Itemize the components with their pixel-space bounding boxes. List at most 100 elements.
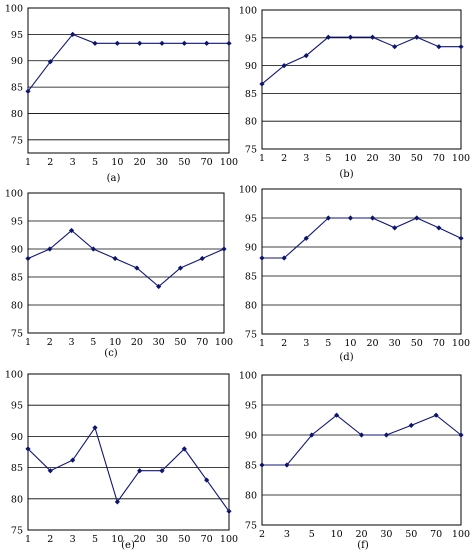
data-point: [281, 63, 287, 69]
x-tick-label: 5: [92, 157, 98, 168]
data-point: [392, 44, 398, 50]
x-tick-label: 5: [309, 529, 315, 540]
y-tick-label: 80: [245, 491, 257, 502]
y-tick-label: 80: [245, 117, 257, 128]
panel-caption: (a): [107, 173, 121, 184]
x-tick-label: 70: [433, 338, 445, 349]
x-tick-label: 2: [47, 337, 53, 348]
y-tick-label: 90: [245, 431, 257, 442]
data-point: [436, 44, 442, 50]
data-point: [325, 215, 331, 221]
data-point: [177, 265, 184, 271]
y-tick-label: 85: [11, 463, 23, 474]
series-line: [27, 426, 230, 512]
y-tick-label: 85: [245, 89, 257, 100]
y-tick-label: 100: [5, 189, 23, 200]
x-tick-label: 70: [433, 153, 445, 164]
x-tick-label: 50: [178, 157, 190, 168]
data-point: [369, 34, 376, 40]
data-point: [458, 235, 464, 241]
y-tick-label: 85: [245, 272, 257, 283]
y-tick-label: 80: [11, 301, 23, 312]
x-tick-label: 100: [452, 529, 470, 540]
y-tick-label: 75: [245, 145, 257, 156]
y-tick-label: 75: [245, 521, 257, 532]
chart-panel-5: 75 80 85 90 95 100 1 2 3 5 10 20 30 50 70 100 (e): [5, 370, 238, 552]
x-tick-label: 50: [405, 529, 417, 540]
data-point: [383, 432, 389, 438]
x-tick-label: 100: [220, 534, 238, 545]
x-tick-label: 10: [111, 534, 123, 545]
x-tick-label: 70: [201, 157, 213, 168]
panel-caption: (f): [357, 540, 369, 551]
x-tick-label: 50: [411, 153, 423, 164]
x-tick-label: 50: [178, 534, 190, 545]
data-point: [334, 412, 340, 418]
data-point: [204, 40, 210, 46]
data-point: [259, 81, 265, 87]
y-tick-label: 95: [11, 30, 23, 41]
data-point: [92, 425, 98, 431]
y-tick-label: 75: [11, 526, 23, 537]
data-point: [181, 40, 187, 46]
chart-panel-3: 75 80 85 90 95 100 1 2 3 5 10 20 30 50 70 100 (c): [5, 189, 233, 360]
x-tick-label: 5: [90, 337, 96, 348]
x-tick-label: 20: [367, 153, 379, 164]
x-tick-label: 100: [452, 153, 470, 164]
y-tick-label: 100: [5, 370, 23, 381]
data-point: [303, 235, 309, 241]
x-tick-label: 70: [430, 529, 442, 540]
x-tick-label: 5: [325, 338, 331, 349]
data-point: [159, 40, 165, 46]
x-tick-label: 20: [367, 338, 379, 349]
data-point: [156, 283, 162, 290]
data-point: [259, 255, 265, 261]
y-tick-label: 95: [245, 401, 257, 412]
data-point: [303, 52, 309, 59]
x-tick-label: 2: [259, 529, 265, 540]
data-point: [137, 468, 143, 474]
data-point: [47, 246, 53, 252]
x-tick-label: 2: [281, 338, 287, 349]
data-point: [112, 255, 118, 262]
data-point: [70, 457, 76, 463]
x-tick-label: 70: [201, 534, 213, 545]
x-tick-label: 50: [411, 338, 423, 349]
data-point: [114, 499, 120, 505]
chart-panel-4: 75 80 85 90 95 100 1 2 3 5 10 20 30 50 70 100 (d): [239, 185, 470, 364]
data-point: [25, 446, 31, 452]
panel-caption: (c): [104, 348, 118, 359]
data-point: [181, 446, 187, 452]
chart-panel-1: 75 80 85 90 95 100 1 2 3 5 10 20 30 50 70 100 (a): [5, 4, 238, 185]
y-tick-label: 90: [11, 245, 23, 256]
data-point: [259, 462, 265, 468]
data-point: [347, 215, 354, 221]
x-tick-label: 20: [134, 534, 146, 545]
data-point: [347, 34, 354, 40]
y-tick-label: 100: [239, 185, 257, 196]
x-tick-label: 1: [259, 153, 265, 164]
x-tick-label: 10: [109, 337, 121, 348]
x-tick-label: 2: [47, 157, 53, 168]
x-tick-label: 1: [25, 337, 31, 348]
x-tick-label: 30: [389, 153, 401, 164]
x-tick-label: 70: [196, 337, 208, 348]
y-tick-label: 80: [11, 109, 23, 120]
data-point: [458, 432, 464, 438]
x-tick-label: 20: [131, 337, 143, 348]
data-point: [281, 255, 287, 261]
data-point: [392, 225, 398, 231]
data-point: [458, 44, 464, 50]
x-tick-label: 1: [25, 157, 31, 168]
x-tick-label: 100: [452, 338, 470, 349]
data-point: [90, 246, 96, 252]
x-tick-label: 10: [331, 529, 343, 540]
plot-frame: [27, 192, 225, 334]
data-point: [414, 215, 420, 221]
y-tick-label: 90: [11, 56, 23, 67]
x-tick-label: 50: [174, 337, 186, 348]
series-line: [262, 414, 462, 466]
y-tick-label: 95: [11, 217, 23, 228]
y-tick-label: 85: [11, 273, 23, 284]
